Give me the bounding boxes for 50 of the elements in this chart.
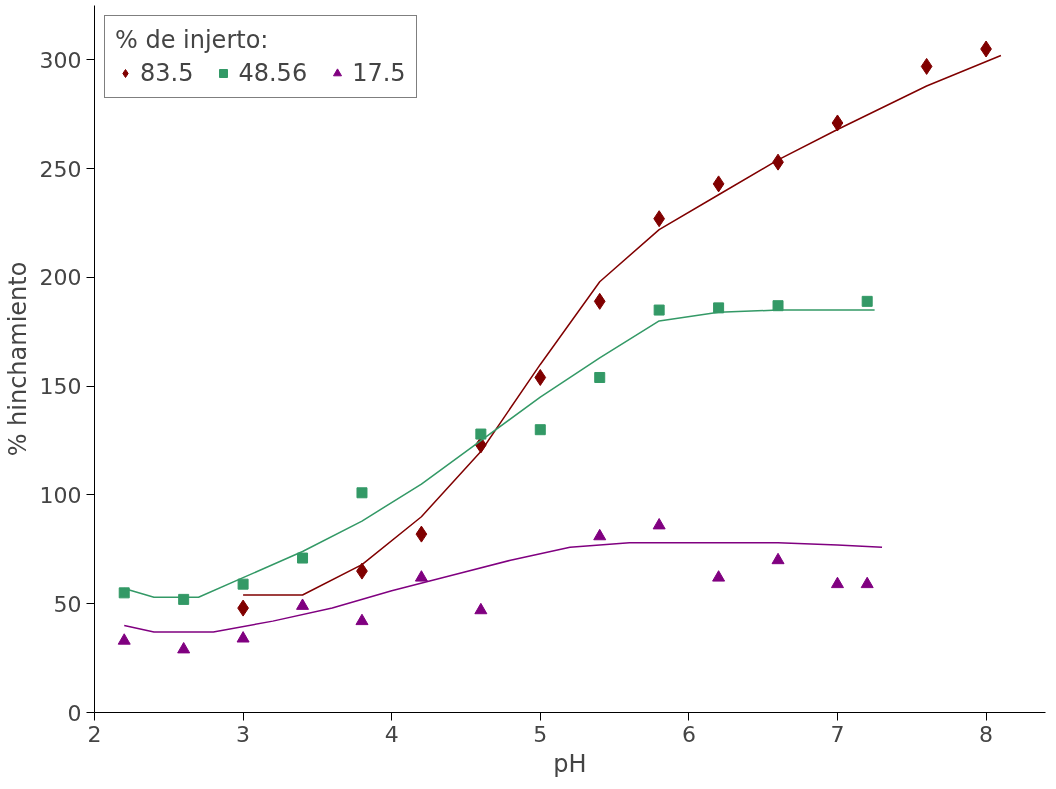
point bbox=[474, 602, 488, 615]
y-tick-label: 0 bbox=[67, 700, 82, 726]
legend-label: 83.5 bbox=[140, 59, 194, 87]
x-tick-label: 2 bbox=[87, 721, 102, 747]
y-tick-label: 250 bbox=[39, 156, 82, 182]
point bbox=[118, 587, 130, 599]
point bbox=[534, 368, 547, 386]
x-tick-label: 4 bbox=[384, 721, 399, 747]
legend-label: 48.56 bbox=[238, 59, 308, 87]
point bbox=[593, 528, 607, 541]
legend-title: % de injerto: bbox=[115, 26, 270, 54]
point bbox=[652, 517, 666, 530]
point bbox=[475, 428, 487, 440]
y-tick-label: 200 bbox=[39, 265, 82, 291]
point bbox=[237, 578, 249, 590]
point bbox=[653, 304, 665, 316]
point bbox=[534, 424, 546, 436]
point bbox=[415, 525, 428, 543]
x-tick-label: 8 bbox=[979, 721, 994, 747]
point bbox=[356, 487, 368, 499]
point bbox=[594, 371, 606, 383]
x-axis-title: pH bbox=[553, 749, 587, 778]
point bbox=[713, 302, 725, 314]
legend-label: 17.5 bbox=[352, 59, 406, 87]
point bbox=[355, 613, 369, 626]
point bbox=[830, 576, 844, 589]
y-axis-title: % hinchamiento bbox=[3, 261, 32, 457]
point bbox=[860, 576, 874, 589]
x-tick-label: 5 bbox=[533, 721, 548, 747]
point bbox=[414, 570, 428, 582]
point bbox=[593, 292, 606, 310]
point bbox=[920, 57, 933, 75]
point bbox=[236, 631, 250, 643]
y-tick-label: 50 bbox=[53, 591, 82, 617]
point bbox=[296, 598, 310, 610]
x-tick-label: 3 bbox=[236, 721, 251, 747]
point bbox=[117, 633, 131, 645]
point bbox=[771, 552, 785, 565]
y-tick-label: 100 bbox=[39, 482, 82, 508]
point bbox=[712, 175, 725, 193]
point bbox=[177, 641, 191, 654]
point bbox=[831, 114, 844, 132]
point bbox=[712, 570, 726, 582]
x-tick-label: 6 bbox=[681, 721, 696, 747]
y-tick-label: 150 bbox=[39, 374, 82, 400]
line-series bbox=[123, 542, 883, 633]
point bbox=[861, 295, 873, 307]
point bbox=[297, 552, 309, 564]
y-tick-label: 300 bbox=[39, 47, 82, 73]
x-tick-label: 7 bbox=[830, 721, 845, 747]
